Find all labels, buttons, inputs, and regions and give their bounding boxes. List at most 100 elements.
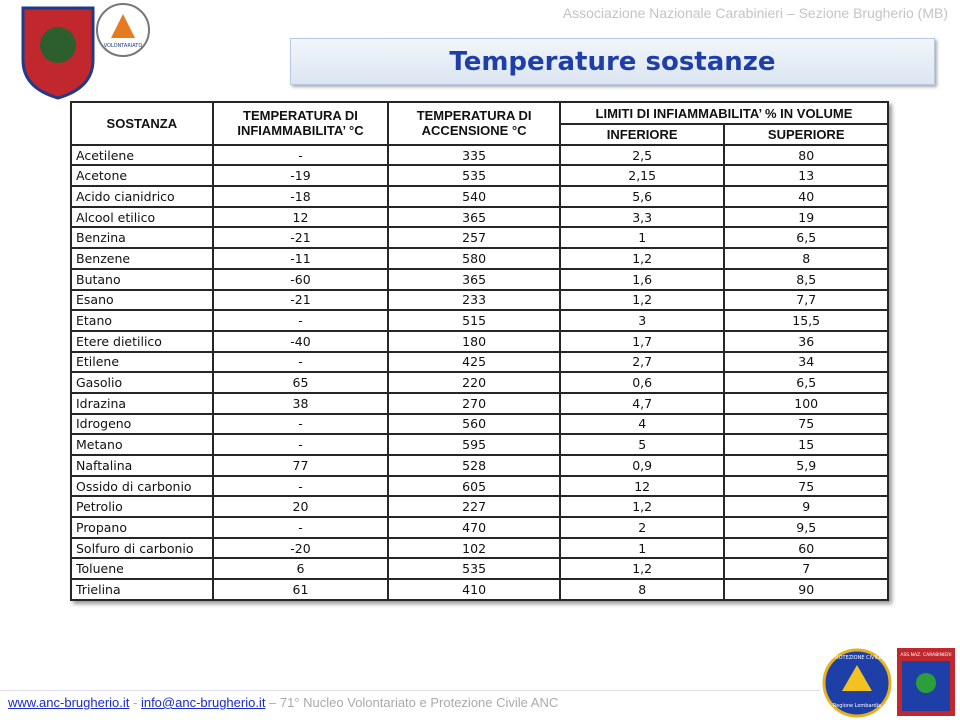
table-cell: 365 <box>387 267 561 291</box>
volunteer-triangle <box>111 14 135 38</box>
table-cell: 5,9 <box>723 454 889 477</box>
table-cell: Toluene <box>70 557 214 581</box>
table-cell: 9,5 <box>723 516 889 539</box>
table-cell: 3,3 <box>558 205 726 229</box>
table-cell: Idrazina <box>70 391 214 415</box>
table-cell: 6,5 <box>723 371 889 394</box>
table-cell: 100 <box>723 391 889 415</box>
table-cell: 5 <box>558 433 726 456</box>
table-cell: 15 <box>723 433 889 456</box>
table-cell: 8,5 <box>723 267 889 291</box>
table-cell: -21 <box>211 226 390 250</box>
table-row: Toluene 6 535 1,2 7 <box>70 557 889 581</box>
separator: - <box>129 695 141 710</box>
table-cell: 1 <box>558 536 726 560</box>
table-cell: 1,2 <box>558 288 726 312</box>
table-cell: 365 <box>387 205 561 229</box>
table-row: Gasolio 65 220 0,6 6,5 <box>70 371 889 394</box>
table-cell: -40 <box>211 329 390 353</box>
table-cell: 1,7 <box>558 329 726 353</box>
table-cell: -20 <box>211 536 390 560</box>
table-cell: - <box>211 516 390 539</box>
table-cell: 2,15 <box>558 164 726 188</box>
table-cell: Etano <box>70 309 214 332</box>
lombardy-rose <box>916 673 936 693</box>
table-row: Butano -60 365 1,6 8,5 <box>70 267 889 291</box>
table-cell: 9 <box>723 495 889 519</box>
table-cell: 65 <box>211 371 390 394</box>
table-cell: 595 <box>387 433 561 456</box>
table-cell: 80 <box>723 143 889 167</box>
table-cell: 6 <box>211 557 390 581</box>
table-row: Idrazina 38 270 4,7 100 <box>70 391 889 415</box>
table-cell: 4 <box>558 412 726 436</box>
table-cell: 535 <box>387 557 561 581</box>
table-cell: -19 <box>211 164 390 188</box>
table-cell: 5,6 <box>558 185 726 208</box>
table-row: Acetilene -335 2,5 80 <box>70 143 889 167</box>
shield-emblem <box>40 27 76 63</box>
table-cell: Idrogeno <box>70 412 214 436</box>
table-cell: Esano <box>70 288 214 312</box>
table-cell: - <box>211 474 390 498</box>
table-row: Acetone -19 535 2,15 13 <box>70 164 889 188</box>
table-cell: 1,2 <box>558 247 726 270</box>
table-cell: Metano <box>70 433 214 456</box>
table-cell: 34 <box>723 350 889 374</box>
table-cell: Etere dietilico <box>70 329 214 353</box>
table-cell: Petrolio <box>70 495 214 519</box>
table-cell: -11 <box>211 247 390 270</box>
table-cell: Gasolio <box>70 371 214 394</box>
civil-triangle <box>842 665 872 691</box>
table-cell: 605 <box>387 474 561 498</box>
table-cell: 4,7 <box>558 391 726 415</box>
table-cell: 102 <box>387 536 561 560</box>
table-cell: Propano <box>70 516 214 539</box>
logo-text: PROTEZIONE CIVILE <box>832 655 882 661</box>
table-cell: - <box>211 433 390 456</box>
table-cell: - <box>211 350 390 374</box>
table-cell: 227 <box>387 495 561 519</box>
table-cell: Benzene <box>70 247 214 270</box>
table-row: Etano -515 3 15,5 <box>70 309 889 332</box>
table-cell: -21 <box>211 288 390 312</box>
table-cell: 19 <box>723 205 889 229</box>
table-cell: 90 <box>723 578 889 601</box>
table-row: Idrogeno -560 4 75 <box>70 412 889 436</box>
table-cell: 8 <box>558 578 726 601</box>
table-cell: 7 <box>723 557 889 581</box>
header-cell: TEMPERATURA DI ACCENSIONE °C <box>387 101 561 146</box>
table-cell: 75 <box>723 474 889 498</box>
table-cell: 40 <box>723 185 889 208</box>
table-cell: 1 <box>558 226 726 250</box>
table-cell: 75 <box>723 412 889 436</box>
table-cell: 7,7 <box>723 288 889 312</box>
table-cell: 60 <box>723 536 889 560</box>
table-cell: 8 <box>723 247 889 270</box>
table-cell: 61 <box>211 578 390 601</box>
table-cell: 6,5 <box>723 226 889 250</box>
table-cell: 0,9 <box>558 454 726 477</box>
table-cell: Solfuro di carbonio <box>70 536 214 560</box>
table-cell: Benzina <box>70 226 214 250</box>
table-cell: 36 <box>723 329 889 353</box>
table-cell: - <box>211 412 390 436</box>
table-cell: 1,6 <box>558 267 726 291</box>
email-link[interactable]: info@anc-brugherio.it <box>140 695 266 710</box>
table-cell: 528 <box>387 454 561 477</box>
website-link[interactable]: www.anc-brugherio.it <box>8 695 130 710</box>
table-row: Etere dietilico -40 180 1,7 36 <box>70 329 889 353</box>
logo-text: VOLONTARIATO <box>104 43 143 49</box>
table-row: Naftalina 77 528 0,9 5,9 <box>70 454 889 477</box>
table-cell: 77 <box>211 454 390 477</box>
table-row: Solfuro di carbonio -20 102 1 60 <box>70 536 889 560</box>
table-cell: 580 <box>387 247 561 270</box>
header-cell: SOSTANZA <box>70 101 214 146</box>
table-cell: 0,6 <box>558 371 726 394</box>
footer: www.anc-brugherio.it - info@anc-brugheri… <box>8 695 558 710</box>
organization: Associazione Nazionale Carabinieri – Sez… <box>562 5 948 21</box>
footer-line <box>0 690 820 691</box>
table-cell: 257 <box>387 226 561 250</box>
table-cell: 515 <box>387 309 561 332</box>
